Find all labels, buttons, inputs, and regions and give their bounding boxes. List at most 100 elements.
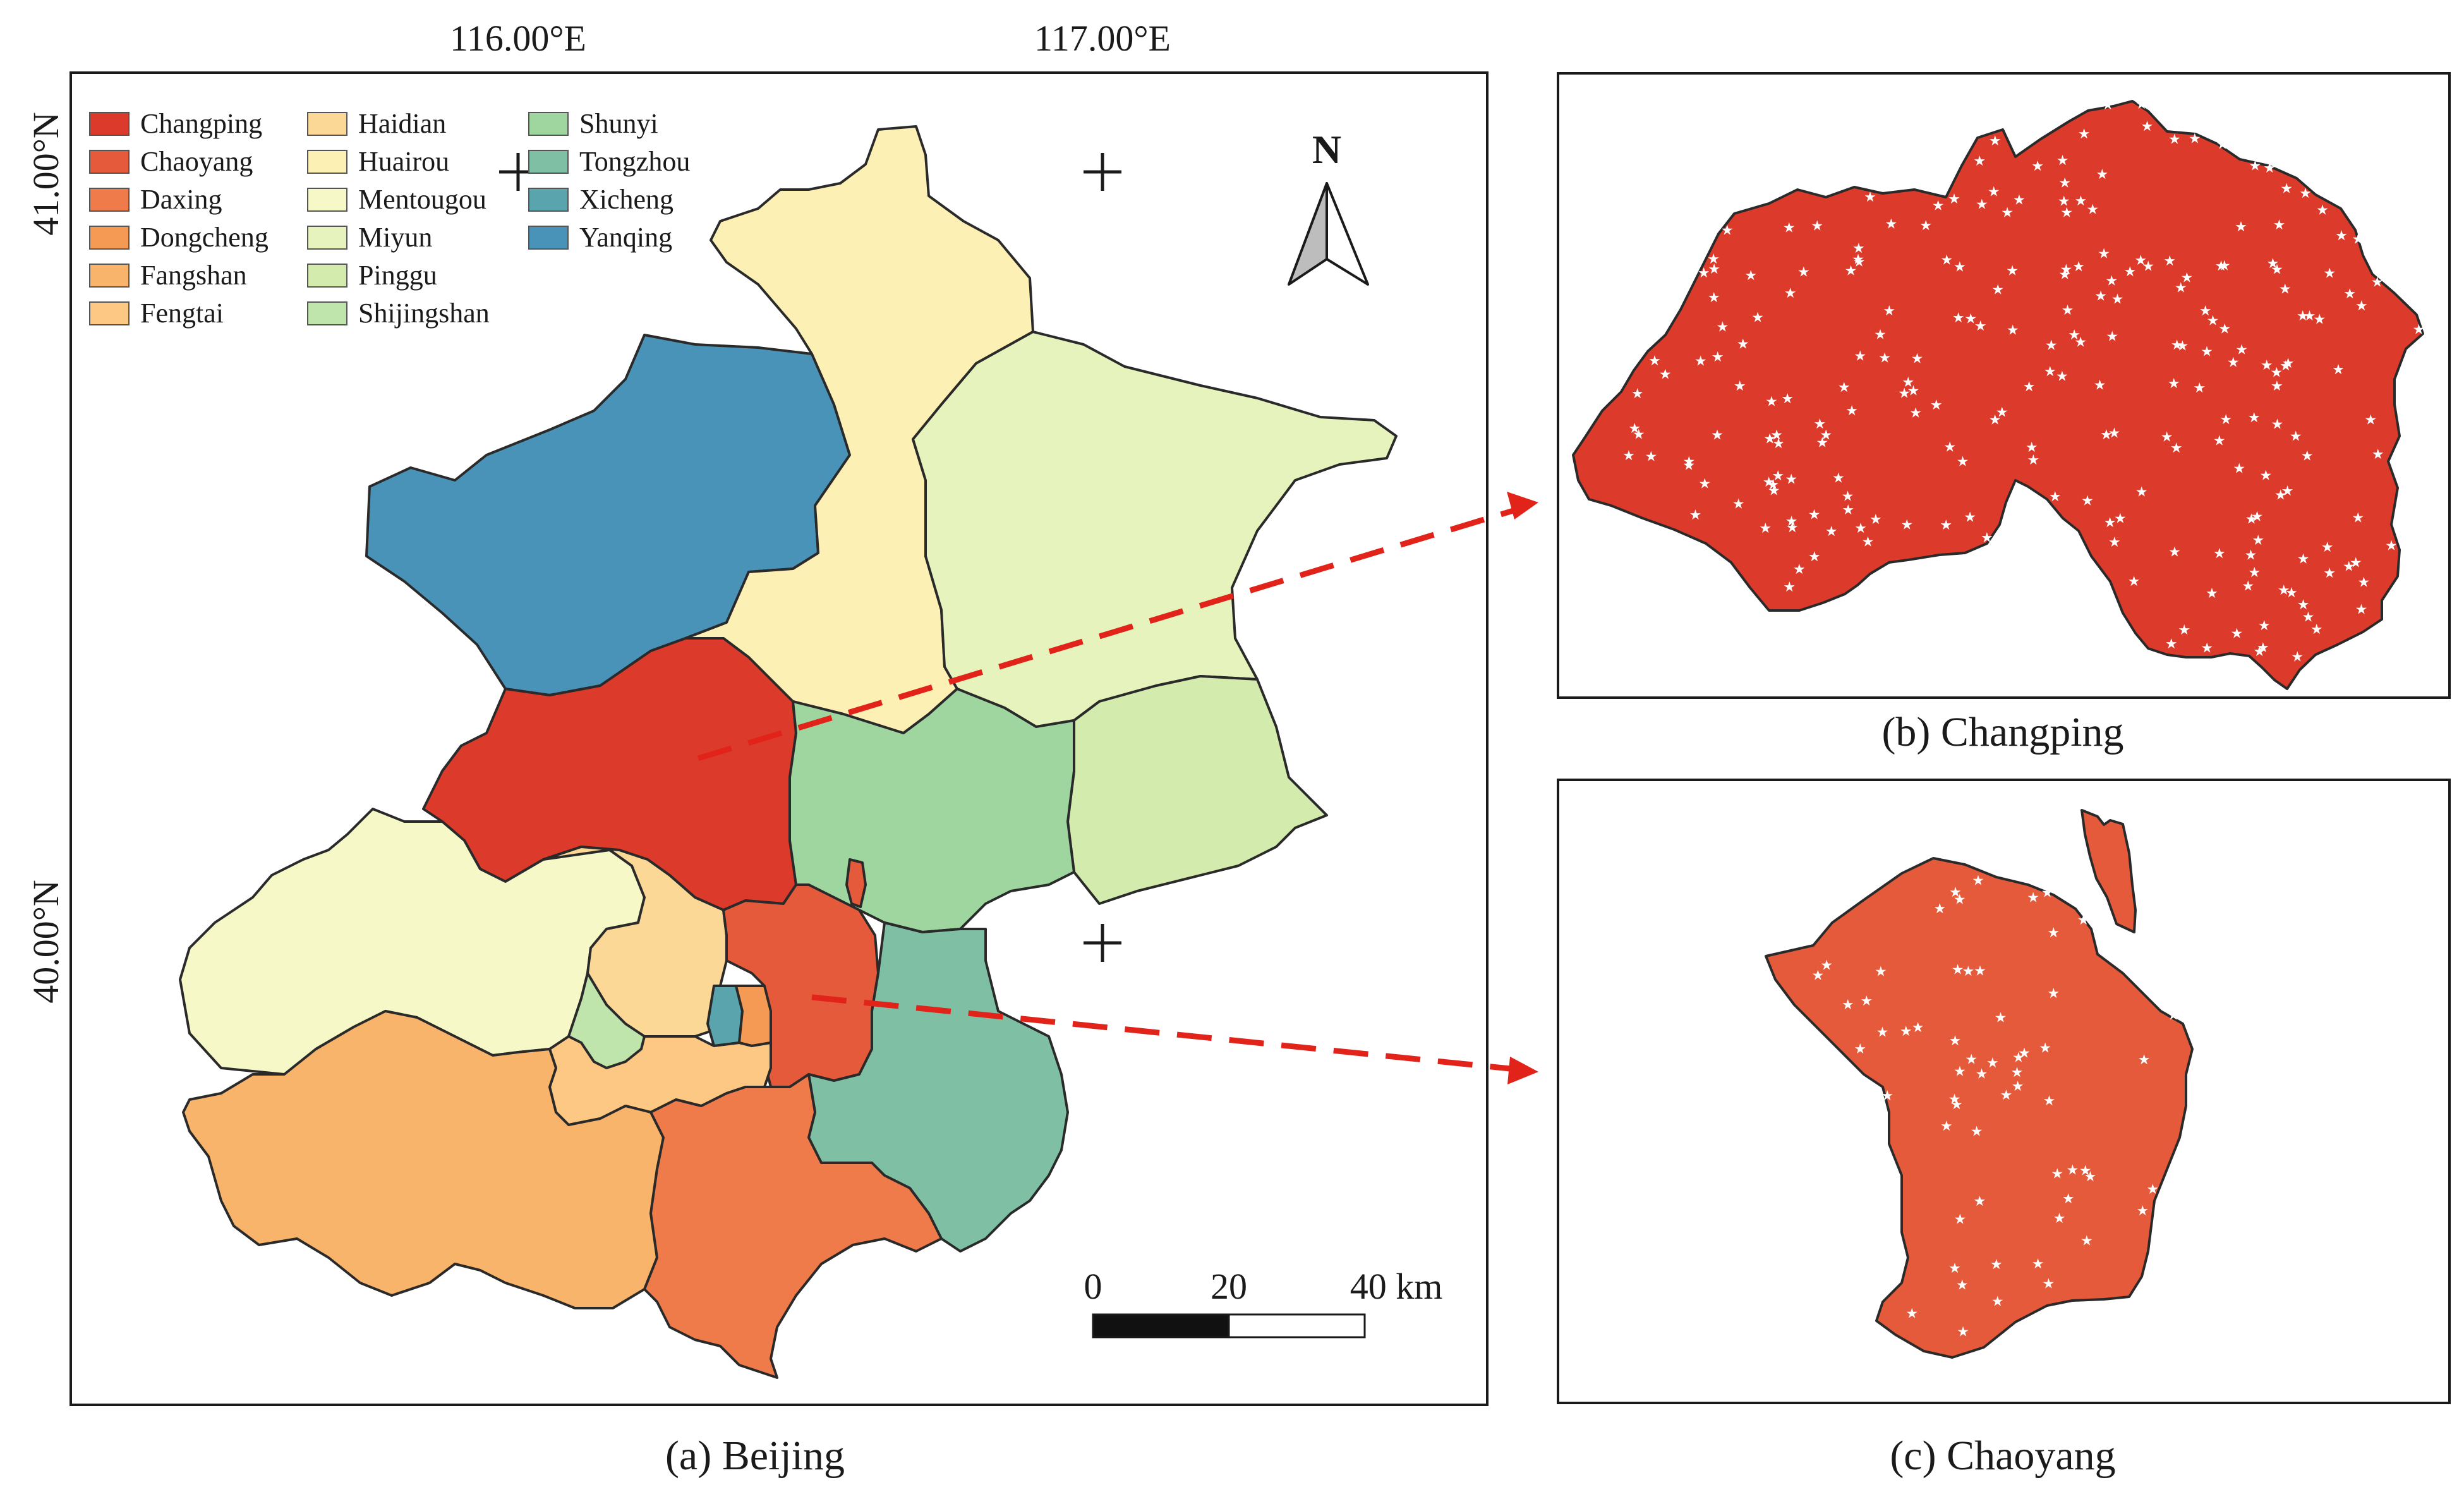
sample-point-marker: ★ [2352,231,2365,247]
sample-point-marker: ★ [2039,1040,2051,1056]
sample-point-marker: ★ [2218,258,2231,274]
sample-point-marker: ★ [2260,468,2273,484]
sample-point-marker: ★ [1952,962,1964,978]
sample-point-marker: ★ [2271,379,2283,394]
sample-point-marker: ★ [1622,448,1635,464]
legend-label: Haidian [358,108,446,139]
sample-point-marker: ★ [2297,552,2310,567]
sample-point-marker: ★ [1784,286,1797,301]
sample-point-marker: ★ [1808,549,1821,565]
sample-point-marker: ★ [2215,258,2228,274]
sample-point-marker: ★ [2056,368,2068,384]
legend-item-miyun: Miyun [307,222,432,253]
legend-swatch [89,112,130,136]
sample-point-marker: ★ [1965,1052,1978,1067]
north-label: N [1312,127,1341,172]
sample-point-marker: ★ [2027,890,2039,906]
sample-point-marker: ★ [2041,885,2054,901]
district-dongcheng[interactable] [735,985,772,1047]
district-daxing[interactable] [643,1073,943,1379]
pointer-arrowhead-chaoyang [1507,1057,1538,1084]
sample-point-marker: ★ [2304,308,2316,324]
sample-point-marker: ★ [1881,1088,1893,1104]
sample-point-marker: ★ [2316,203,2329,219]
sample-point-marker: ★ [2216,137,2229,153]
legend-label: Tongzhou [579,146,690,177]
sample-point-marker: ★ [2001,205,2014,221]
legend-item-shijingshan: Shijingshan [307,298,490,329]
sample-point-marker: ★ [1981,530,1993,546]
sample-point-marker: ★ [1842,997,1854,1013]
sample-point-marker: ★ [1954,260,1966,276]
legend-label: Miyun [358,222,432,253]
sample-point-marker: ★ [2108,535,2121,550]
sample-point-marker: ★ [2310,622,2323,638]
sample-point-marker: ★ [1763,475,1775,490]
north-arrow-icon-right [1326,182,1369,286]
sample-point-marker: ★ [1631,386,1644,402]
scale-label-0: 0 [1084,1266,1102,1307]
scale-bar: 0 20 40 km [1084,1266,1442,1338]
sample-point-marker: ★ [2313,312,2326,327]
sample-point-marker: ★ [2060,205,2073,221]
sample-point-marker: ★ [2053,1211,2066,1227]
sample-point-marker: ★ [1976,197,1988,213]
sample-point-marker: ★ [1950,1097,1963,1113]
sample-point-marker: ★ [2335,228,2348,244]
sample-point-marker: ★ [2261,358,2273,373]
sample-point-marker: ★ [2189,131,2201,147]
sample-point-marker: ★ [2323,566,2336,581]
sample-point-marker: ★ [2253,644,2266,660]
inset-chaoyang-shape[interactable] [1765,857,2194,1359]
sample-point-marker: ★ [2062,1191,2075,1207]
sample-point-marker: ★ [2175,281,2187,296]
sample-point-marker: ★ [2181,270,2194,286]
sample-point-marker: ★ [1767,477,1780,493]
sample-point-marker: ★ [1949,885,1962,901]
sample-point-marker: ★ [2142,259,2154,275]
inset-changping-shape[interactable] [1572,100,2424,690]
sample-point-marker: ★ [2058,175,2071,191]
sample-point-marker: ★ [1712,349,1724,365]
sample-point-marker: ★ [1976,1066,1988,1082]
sample-point-marker: ★ [2273,217,2286,233]
sample-point-marker: ★ [2013,193,2026,209]
district-chaoyang-exclave[interactable] [845,858,867,908]
sample-point-marker: ★ [1852,252,1864,268]
sample-point-marker: ★ [2178,622,2190,638]
sample-point-marker: ★ [2274,487,2287,503]
sample-point-marker: ★ [2413,322,2425,337]
sample-point-marker: ★ [1659,367,1672,382]
sample-point-marker: ★ [1964,312,1977,327]
district-fangshan[interactable] [182,1010,665,1309]
pointer-chaoyang [811,994,1517,1072]
sample-point-marker: ★ [2201,344,2213,360]
sample-point-marker: ★ [2062,303,2074,319]
sample-point-marker: ★ [2031,159,2044,174]
sample-point-marker: ★ [2279,282,2292,298]
sample-point-marker: ★ [2114,511,2127,527]
sample-point-marker: ★ [1772,436,1785,452]
district-miyun[interactable] [912,331,1398,728]
sample-point-marker: ★ [2096,167,2109,183]
sample-point-marker: ★ [2105,273,2118,289]
sample-point-marker: ★ [1797,264,1810,280]
sample-point-marker: ★ [2044,364,2056,380]
sample-point-marker: ★ [1943,439,1956,455]
sample-point-marker: ★ [1957,1324,1969,1340]
district-pinggu[interactable] [1066,675,1328,905]
sample-point-marker: ★ [1820,958,1833,974]
sample-point-marker: ★ [2257,640,2269,656]
sample-point-marker: ★ [2167,1007,2180,1023]
legend-label: Dongcheng [140,222,269,253]
legend-label: Fangshan [140,260,247,291]
legend-item-shunyi: Shunyi [528,108,658,139]
sample-point-marker: ★ [2067,1163,2079,1179]
sample-point-marker: ★ [1974,1194,1986,1210]
legend-swatch [528,188,569,212]
legend-swatch [528,226,569,250]
sample-point-marker: ★ [2213,546,2226,562]
inset-chaoyang-exclave[interactable] [2081,809,2137,933]
sample-point-marker: ★ [2006,264,2019,279]
sample-point-marker: ★ [1932,198,1945,214]
